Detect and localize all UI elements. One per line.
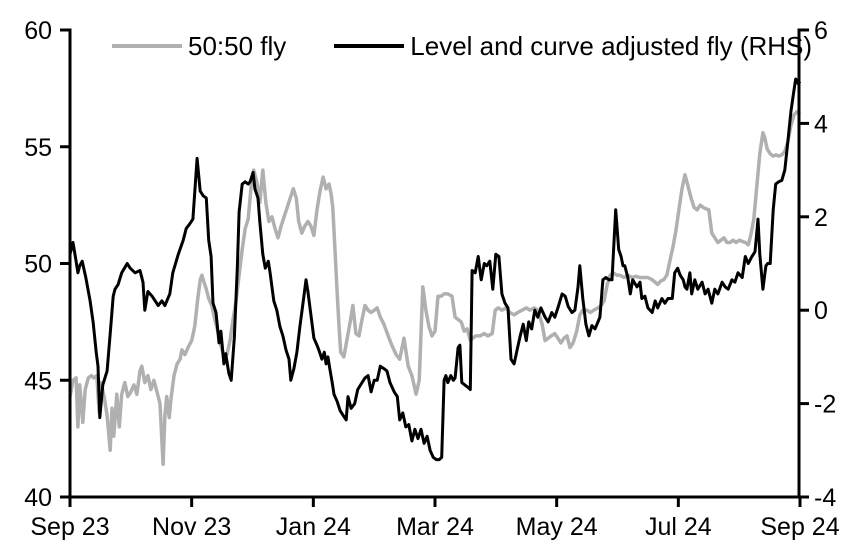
- black-line-swatch-icon: [334, 44, 405, 48]
- x-axis-tick-label: Jan 24: [276, 513, 351, 541]
- left-axis-tick-label: 40: [24, 484, 52, 512]
- left-axis-tick-label: 45: [24, 367, 52, 395]
- x-axis-tick-label: Nov 23: [152, 513, 231, 541]
- left-axis-tick-label: 50: [24, 251, 52, 279]
- right-axis-tick-label: -4: [814, 484, 836, 512]
- legend-item-5050-fly: 50:50 fly: [112, 33, 286, 59]
- x-axis-tick-label: Sep 23: [30, 513, 109, 541]
- legend-item-level-curve-adjusted-fly: Level and curve adjusted fly (RHS): [334, 33, 812, 59]
- legend-label-level-curve-adjusted-fly: Level and curve adjusted fly (RHS): [410, 31, 813, 61]
- left-axis-tick-label: 55: [24, 134, 52, 162]
- legend: 50:50 fly Level and curve adjusted fly (…: [112, 33, 812, 59]
- right-axis-tick-label: 0: [814, 297, 828, 325]
- x-axis-tick-label: Sep 24: [760, 513, 839, 541]
- series-line-level-curve-adjusted-fly: [68, 77, 802, 462]
- axis-tick-labels: 60 55 50 45 40 6 4 2 0 -2 -4 Sep 23 Nov 23 Jan 24 Mar …: [24, 17, 840, 541]
- left-axis-tick-label: 60: [24, 17, 52, 45]
- x-axis-tick-label: Jul 24: [645, 513, 712, 541]
- right-axis-tick-label: 2: [814, 204, 828, 232]
- gray-line-swatch-icon: [112, 44, 182, 48]
- x-axis-tick-label: May 24: [516, 513, 598, 541]
- axes: [60, 28, 809, 507]
- right-axis-tick-label: 4: [814, 110, 828, 138]
- x-axis-tick-label: Mar 24: [396, 513, 474, 541]
- right-axis-tick-label: -2: [814, 391, 836, 419]
- right-axis-tick-label: 6: [814, 17, 828, 45]
- series-line-5050-fly: [68, 109, 802, 467]
- series-lines: [68, 77, 802, 467]
- legend-label-5050-fly: 50:50 fly: [188, 31, 287, 61]
